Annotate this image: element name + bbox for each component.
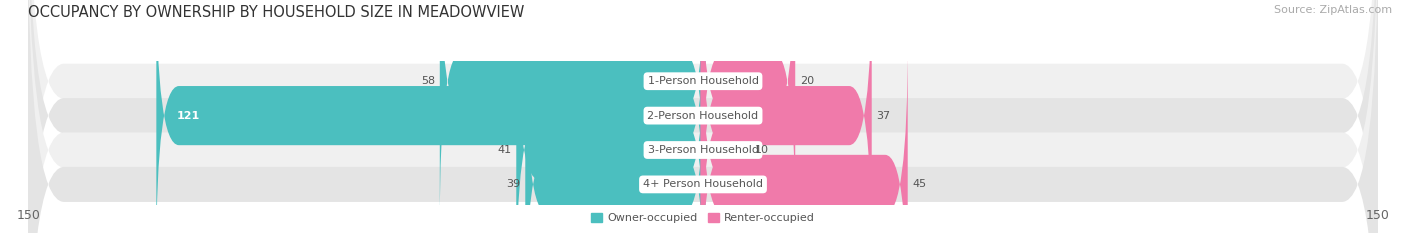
FancyBboxPatch shape [28,0,1378,233]
FancyBboxPatch shape [700,42,908,233]
Text: 41: 41 [498,145,512,155]
FancyBboxPatch shape [440,0,706,224]
Text: 10: 10 [755,145,769,155]
Text: 1-Person Household: 1-Person Household [648,76,758,86]
FancyBboxPatch shape [700,0,872,233]
Text: 121: 121 [177,111,200,121]
Text: 4+ Person Household: 4+ Person Household [643,179,763,189]
FancyBboxPatch shape [28,0,1378,233]
FancyBboxPatch shape [700,8,751,233]
Text: 37: 37 [876,111,890,121]
FancyBboxPatch shape [156,0,706,233]
FancyBboxPatch shape [526,42,706,233]
FancyBboxPatch shape [516,8,706,233]
Text: 39: 39 [506,179,520,189]
Legend: Owner-occupied, Renter-occupied: Owner-occupied, Renter-occupied [586,208,820,227]
FancyBboxPatch shape [28,0,1378,233]
Text: 3-Person Household: 3-Person Household [648,145,758,155]
FancyBboxPatch shape [700,0,796,224]
Text: 2-Person Household: 2-Person Household [647,111,759,121]
Text: 58: 58 [422,76,436,86]
Text: 45: 45 [912,179,927,189]
FancyBboxPatch shape [28,0,1378,233]
Text: 20: 20 [800,76,814,86]
Text: Source: ZipAtlas.com: Source: ZipAtlas.com [1274,5,1392,15]
Text: OCCUPANCY BY OWNERSHIP BY HOUSEHOLD SIZE IN MEADOWVIEW: OCCUPANCY BY OWNERSHIP BY HOUSEHOLD SIZE… [28,5,524,20]
